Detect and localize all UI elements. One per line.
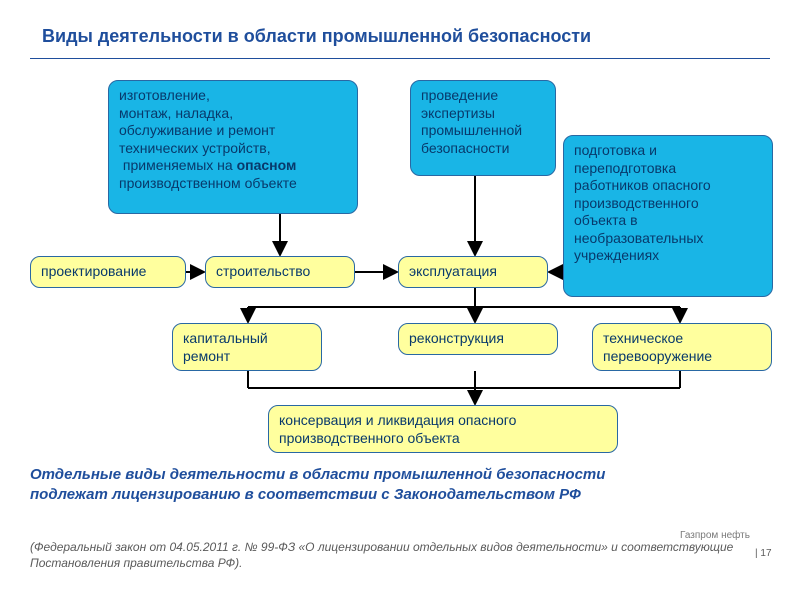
node-text: техническоеперевооружение (603, 330, 712, 365)
footer-note: (Федеральный закон от 04.05.2011 г. № 99… (30, 540, 770, 571)
node-text: изготовление,монтаж, наладка,обслуживани… (119, 87, 297, 192)
node-text: строительство (216, 263, 310, 281)
slide-title: Виды деятельности в области промышленной… (42, 26, 591, 47)
page-number: | 17 (755, 548, 772, 559)
node-text: подготовка ипереподготовкаработников опа… (574, 142, 711, 265)
node-conservation: консервация и ликвидация опасногопроизво… (268, 405, 618, 453)
node-design: проектирование (30, 256, 186, 288)
node-operation: эксплуатация (398, 256, 548, 288)
node-construction: строительство (205, 256, 355, 288)
title-rule (30, 58, 770, 59)
node-text: реконструкция (409, 330, 504, 348)
node-training: подготовка ипереподготовкаработников опа… (563, 135, 773, 297)
brand-label: Газпром нефть (680, 530, 750, 541)
node-text: эксплуатация (409, 263, 497, 281)
node-reequip: техническоеперевооружение (592, 323, 772, 371)
node-manufacture: изготовление,монтаж, наладка,обслуживани… (108, 80, 358, 214)
node-text: капитальныйремонт (183, 330, 268, 365)
node-reconstruction: реконструкция (398, 323, 558, 355)
node-text: проведениеэкспертизыпромышленнойбезопасн… (421, 87, 522, 157)
node-overhaul: капитальныйремонт (172, 323, 322, 371)
node-text: проектирование (41, 263, 146, 281)
node-expertise: проведениеэкспертизыпромышленнойбезопасн… (410, 80, 556, 176)
footer-bold: Отдельные виды деятельности в области пр… (30, 465, 620, 504)
node-text: консервация и ликвидация опасногопроизво… (279, 412, 516, 447)
